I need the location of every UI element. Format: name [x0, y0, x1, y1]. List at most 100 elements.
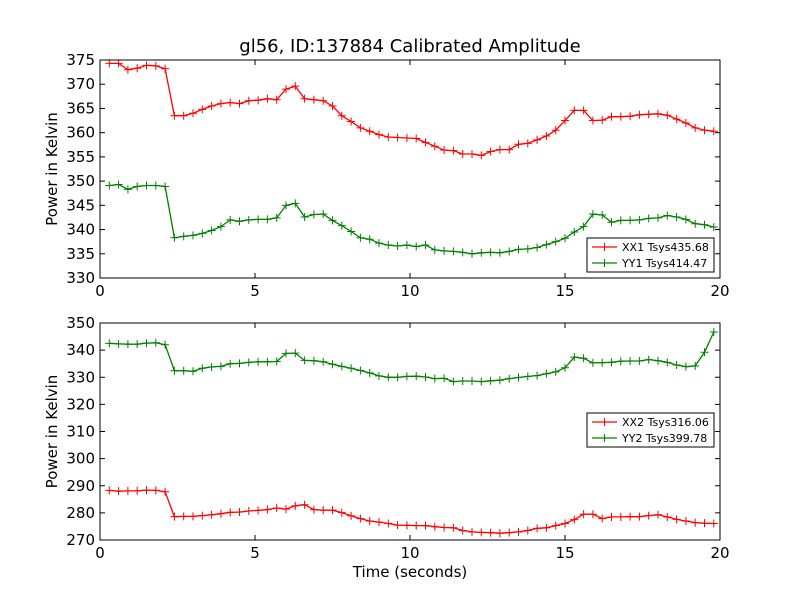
chart-0-series-1-point: [207, 226, 216, 235]
chart-0-y-tick-label: 335: [66, 245, 95, 263]
chart-0-y-tick-label: 375: [66, 51, 95, 69]
chart-0-series-1-point: [635, 215, 644, 224]
chart-0-series-0-point: [486, 147, 495, 156]
chart-1-series-0-point: [226, 508, 235, 517]
chart-1-series-0-point: [505, 528, 514, 537]
chart-1-series-0-point: [709, 519, 718, 528]
chart-0-series-1-point: [709, 223, 718, 232]
chart-0-y-axis-label: Power in Kelvin: [43, 112, 61, 226]
chart-1-series-0-point: [337, 508, 346, 517]
chart-0-series-0-point: [207, 102, 216, 111]
chart-1-legend-box: [586, 412, 715, 448]
chart-1-series-0-point: [384, 519, 393, 528]
chart-1-series-1-point: [616, 357, 625, 366]
chart-0-series-1-point: [105, 181, 114, 190]
chart-1-series-1-point: [309, 356, 318, 365]
chart-1-series-1-point: [523, 372, 532, 381]
chart-0-series-1-point: [644, 214, 653, 223]
chart-0-series-0-point: [300, 94, 309, 103]
chart-0-y-tick-label: 350: [66, 172, 95, 190]
chart-0-series-1-point: [570, 227, 579, 236]
chart-0-series-0-point: [672, 115, 681, 124]
chart-0-series-1-point: [561, 234, 569, 243]
chart-0-series-0: [105, 59, 718, 160]
chart-0-series-0-point: [449, 146, 458, 155]
chart-1-series-1-point: [235, 359, 244, 368]
chart-1-series-1-point: [133, 340, 142, 349]
chart-0-series-0-point: [375, 130, 383, 139]
chart-0-series-1-point: [123, 185, 132, 194]
chart-1-series-1-point: [486, 376, 495, 385]
chart-0-series-0-point: [430, 142, 439, 151]
chart-1-legend-marker-1: [600, 434, 609, 442]
chart-1-series-1-point: [588, 358, 597, 367]
chart-1-series-1-point: [468, 377, 476, 386]
chart-0-series-0-point: [161, 64, 170, 73]
chart-1-series-1-point: [598, 358, 607, 367]
chart-0-series-0-point: [272, 95, 281, 104]
chart-1-series-1-point: [216, 362, 225, 371]
chart-0-series-0-point: [635, 110, 644, 119]
chart-1-series-1-point: [607, 358, 616, 367]
chart-1-legend-label-0: XX2 Tsys316.06: [622, 416, 709, 429]
chart-0-series-0-point: [588, 116, 597, 125]
chart-1-series-0-point: [542, 523, 551, 532]
chart-0-series-0-point: [644, 110, 653, 119]
chart-0-legend-box: [586, 237, 715, 273]
chart-1-series-1-point: [170, 366, 179, 375]
chart-1-series-0-point: [319, 506, 328, 515]
chart-1-series-0-point: [579, 510, 588, 519]
chart-0-series-0-point: [179, 111, 188, 120]
chart-1-series-0-point: [114, 487, 123, 496]
chart-0-series-1-point: [244, 215, 253, 224]
chart-1-series-1-point: [393, 373, 402, 382]
chart-0-series-1-point: [347, 227, 356, 236]
chart-1-y-tick-label: 300: [66, 450, 95, 468]
chart-0-series-0-point: [440, 146, 449, 155]
chart-1-series-0-point: [356, 514, 365, 523]
chart-0-series-1-point: [542, 240, 551, 249]
chart-1-series-0-point: [440, 523, 449, 532]
chart-1-series-0-point: [644, 511, 653, 520]
chart-1-series-0-point: [412, 521, 421, 530]
chart-0-series-1-point: [365, 235, 374, 244]
chart-1-series-0-point: [161, 487, 170, 496]
chart-1-series-1-point: [198, 364, 207, 373]
chart-0-series-0-point: [198, 105, 207, 114]
chart-1-series-1-point: [672, 361, 681, 370]
chart-0-series-0-point: [458, 149, 467, 158]
chart-0-series-1-point: [468, 249, 476, 258]
chart-0-series-0-point: [384, 133, 393, 142]
chart-0-series-0-point: [356, 123, 365, 132]
chart-1-series-1-point: [709, 327, 718, 336]
chart-1-series-0-point: [254, 506, 263, 515]
chart-0-series-1-point: [291, 199, 300, 208]
chart-0-series-1-point: [133, 182, 142, 191]
chart-1-series-1-point: [681, 362, 690, 371]
chart-0-series-0-point: [133, 64, 142, 73]
chart-0-series-1-point: [672, 212, 681, 221]
chart-1-series-0-point: [635, 512, 644, 521]
chart-1-series-1-point: [449, 377, 458, 386]
chart-0-series-1-point: [337, 221, 346, 230]
chart-0-series-0-point: [319, 96, 328, 105]
chart-0-series-0-point: [468, 149, 476, 158]
chart-0-series-0-point: [347, 117, 356, 126]
chart-0-x-tick-label: 20: [710, 282, 729, 300]
chart-0-series-0-point: [681, 118, 690, 127]
chart-0-series-1-point: [375, 239, 383, 248]
chart-0-series-1-point: [616, 216, 625, 225]
chart-1-series-0-point: [449, 523, 458, 532]
chart-0-series-1-point: [505, 247, 514, 256]
chart-0-series-1-point: [700, 220, 709, 229]
chart-0-series-0-point: [170, 111, 179, 120]
chart-1-series-1-point: [663, 358, 672, 367]
chart-0-series-1-point: [598, 211, 607, 220]
chart-1-series-1-point: [570, 353, 579, 362]
chart-0-x-tick-label: 0: [95, 282, 105, 300]
chart-1-series-0-point: [235, 508, 244, 517]
chart-0-legend-label-0: XX1 Tsys435.68: [622, 241, 709, 254]
chart-1-series-1-point: [412, 372, 421, 381]
chart-0-series-0-point: [254, 96, 263, 105]
chart-0-series-1-point: [309, 210, 318, 219]
